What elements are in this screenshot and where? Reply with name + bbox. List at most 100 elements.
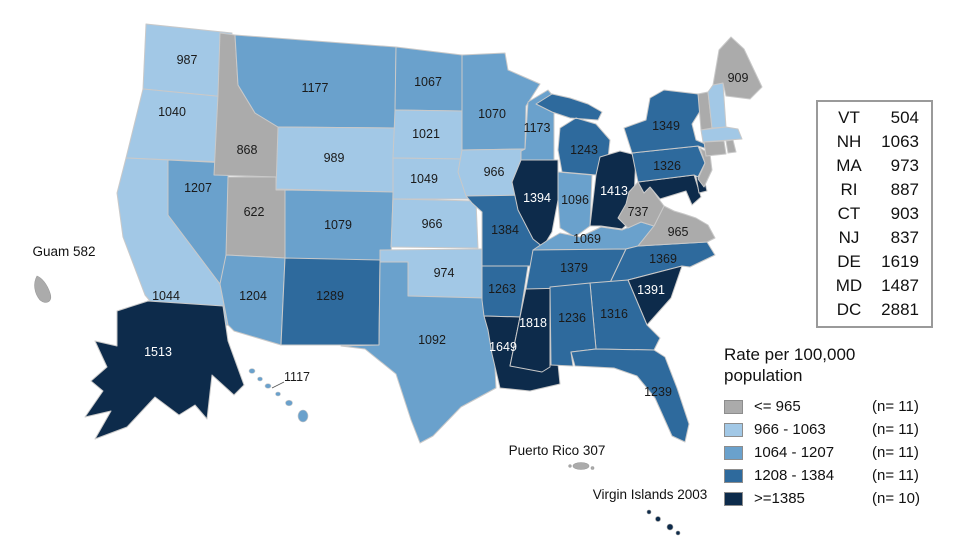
legend-swatch xyxy=(724,468,743,483)
state-md xyxy=(637,174,702,206)
state-ks xyxy=(390,198,479,249)
state-value-label-hi: 1117 xyxy=(284,370,310,384)
state-value-label-mn: 1070 xyxy=(478,107,506,121)
state-value-label-tx: 1092 xyxy=(418,333,446,347)
small-state-abbr: MA xyxy=(836,156,862,175)
state-value-label-il: 1394 xyxy=(523,191,551,205)
state-value-label-mt: 1177 xyxy=(302,81,329,95)
legend-swatch xyxy=(724,399,743,414)
state-value-label-wa: 987 xyxy=(177,53,198,67)
state-value-label-ut: 622 xyxy=(244,205,265,219)
small-states-panel: VT 504 NH 1063 MA 973 RI 887 CT 903 NJ 837 DE 1619 MD 1… xyxy=(816,100,933,328)
territory-guam xyxy=(34,275,51,303)
small-state-value: 837 xyxy=(890,228,919,247)
state-value-label-ga: 1316 xyxy=(600,307,628,321)
legend-range-label: 966 - 1063 xyxy=(754,421,826,438)
small-state-abbr: DC xyxy=(836,300,862,319)
small-state-row-nh: NH 1063 xyxy=(830,130,919,154)
state-ct xyxy=(703,140,727,157)
small-state-abbr: NJ xyxy=(838,228,860,247)
state-value-label-ia: 966 xyxy=(484,165,505,179)
small-state-abbr: MD xyxy=(835,276,863,295)
state-value-label-wy: 989 xyxy=(324,151,345,165)
small-state-row-md: MD 1487 xyxy=(830,274,919,298)
legend-item-4: >=1385 (n= 10) xyxy=(724,487,936,510)
small-state-value: 973 xyxy=(890,156,919,175)
state-hi xyxy=(248,368,309,423)
state-value-label-mo: 1384 xyxy=(491,223,519,237)
small-state-abbr: NH xyxy=(836,132,862,151)
legend-count-label: (n= 11) xyxy=(872,467,919,484)
state-value-label-sd: 1021 xyxy=(412,127,440,141)
legend-item-3: 1208 - 1384 (n= 11) xyxy=(724,464,936,487)
state-value-label-ks: 966 xyxy=(422,217,443,231)
small-state-abbr: VT xyxy=(838,108,860,127)
legend-item-1: 966 - 1063 (n= 11) xyxy=(724,418,936,441)
small-state-value: 1619 xyxy=(881,252,919,271)
state-ma xyxy=(700,126,743,143)
legend: Rate per 100,000 population <= 965 (n= 11… xyxy=(724,344,936,510)
legend-count-label: (n= 11) xyxy=(872,421,919,438)
state-pa xyxy=(631,145,706,183)
state-or xyxy=(125,88,227,163)
small-state-abbr: CT xyxy=(837,204,861,223)
territory-puerto-rico xyxy=(568,462,595,470)
state-value-label-al: 1236 xyxy=(558,311,586,325)
small-state-value: 2881 xyxy=(881,300,919,319)
legend-range-label: >=1385 xyxy=(754,490,805,507)
small-state-row-vt: VT 504 xyxy=(830,106,919,130)
legend-title-line1: Rate per 100,000 xyxy=(724,345,856,364)
state-value-label-nd: 1067 xyxy=(414,75,442,89)
state-value-label-in: 1096 xyxy=(561,193,589,207)
legend-item-0: <= 965 (n= 11) xyxy=(724,395,936,418)
legend-swatch xyxy=(724,445,743,460)
legend-swatch xyxy=(724,491,743,506)
legend-range-label: 1208 - 1384 xyxy=(754,467,835,484)
small-state-row-nj: NJ 837 xyxy=(830,226,919,250)
small-state-row-ma: MA 973 xyxy=(830,154,919,178)
state-value-label-co: 1079 xyxy=(324,218,352,232)
small-state-row-dc: DC 2881 xyxy=(830,298,919,322)
puerto-rico-label: Puerto Rico 307 xyxy=(509,443,606,458)
state-me xyxy=(712,36,763,100)
state-value-label-id: 868 xyxy=(237,143,258,157)
small-state-row-de: DE 1619 xyxy=(830,250,919,274)
state-value-label-ok: 974 xyxy=(434,266,455,280)
territory-virgin-islands xyxy=(646,509,681,536)
small-state-row-ri: RI 887 xyxy=(830,178,920,202)
small-state-value: 1487 xyxy=(881,276,919,295)
legend-item-2: 1064 - 1207 (n= 11) xyxy=(724,441,936,464)
state-value-label-ak: 1513 xyxy=(144,345,172,359)
state-nh xyxy=(707,82,727,129)
legend-count-label: (n= 11) xyxy=(872,398,919,415)
legend-count-label: (n= 10) xyxy=(872,490,920,507)
small-state-value: 903 xyxy=(890,204,919,223)
state-value-label-sc: 1391 xyxy=(637,283,665,297)
state-value-label-ny: 1349 xyxy=(652,119,680,133)
state-value-label-nm: 1289 xyxy=(316,289,344,303)
state-value-label-ky: 1069 xyxy=(573,232,601,246)
state-value-label-ms: 1818 xyxy=(519,316,547,330)
state-value-label-fl: 1239 xyxy=(644,385,672,399)
state-value-label-wi: 1173 xyxy=(524,121,551,135)
state-value-label-wv: 737 xyxy=(628,205,649,219)
state-value-label-ca: 1044 xyxy=(152,289,180,303)
state-value-label-oh: 1413 xyxy=(600,184,628,198)
small-state-value: 1063 xyxy=(881,132,919,151)
legend-items: <= 965 (n= 11) 966 - 1063 (n= 11) 1064 - 120… xyxy=(724,395,936,510)
small-state-value: 504 xyxy=(890,108,919,127)
guam-label: Guam 582 xyxy=(32,244,95,259)
small-state-row-ct: CT 903 xyxy=(830,202,919,226)
state-ny xyxy=(623,89,717,154)
legend-swatch xyxy=(724,422,743,437)
small-state-abbr: RI xyxy=(840,180,858,199)
state-value-label-az: 1204 xyxy=(239,289,267,303)
state-value-label-mi: 1243 xyxy=(570,143,598,157)
state-tx xyxy=(340,261,497,444)
state-value-label-ar: 1263 xyxy=(488,282,516,296)
state-value-label-tn: 1379 xyxy=(560,261,588,275)
state-value-label-pa: 1326 xyxy=(653,159,681,173)
virgin-islands-label: Virgin Islands 2003 xyxy=(593,487,708,502)
small-state-abbr: DE xyxy=(837,252,861,271)
